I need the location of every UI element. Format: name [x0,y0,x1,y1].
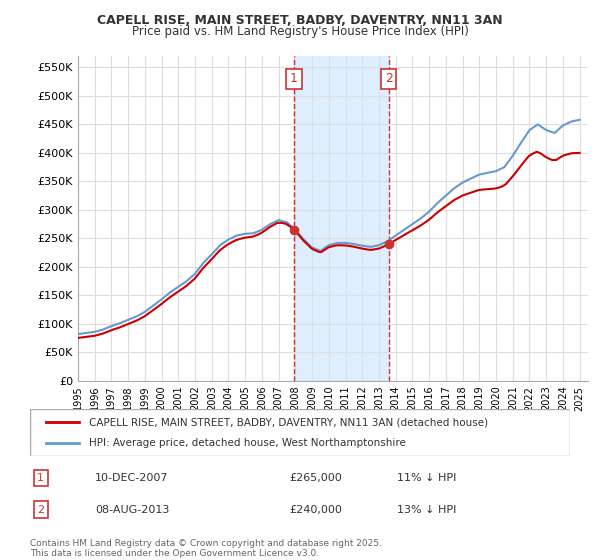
Text: 10-DEC-2007: 10-DEC-2007 [95,473,168,483]
Text: 2: 2 [37,505,44,515]
Text: CAPELL RISE, MAIN STREET, BADBY, DAVENTRY, NN11 3AN (detached house): CAPELL RISE, MAIN STREET, BADBY, DAVENTR… [89,417,488,427]
Text: Price paid vs. HM Land Registry's House Price Index (HPI): Price paid vs. HM Land Registry's House … [131,25,469,38]
Text: Contains HM Land Registry data © Crown copyright and database right 2025.
This d: Contains HM Land Registry data © Crown c… [30,539,382,558]
Text: 13% ↓ HPI: 13% ↓ HPI [397,505,457,515]
Text: £265,000: £265,000 [289,473,342,483]
Text: HPI: Average price, detached house, West Northamptonshire: HPI: Average price, detached house, West… [89,438,406,448]
Bar [294,56,389,381]
Text: £240,000: £240,000 [289,505,342,515]
FancyBboxPatch shape [30,409,570,456]
Text: CAPELL RISE, MAIN STREET, BADBY, DAVENTRY, NN11 3AN: CAPELL RISE, MAIN STREET, BADBY, DAVENTR… [97,14,503,27]
Text: 1: 1 [37,473,44,483]
Text: 08-AUG-2013: 08-AUG-2013 [95,505,169,515]
Text: 2: 2 [385,72,392,85]
Text: 1: 1 [290,72,298,85]
Text: 11% ↓ HPI: 11% ↓ HPI [397,473,457,483]
